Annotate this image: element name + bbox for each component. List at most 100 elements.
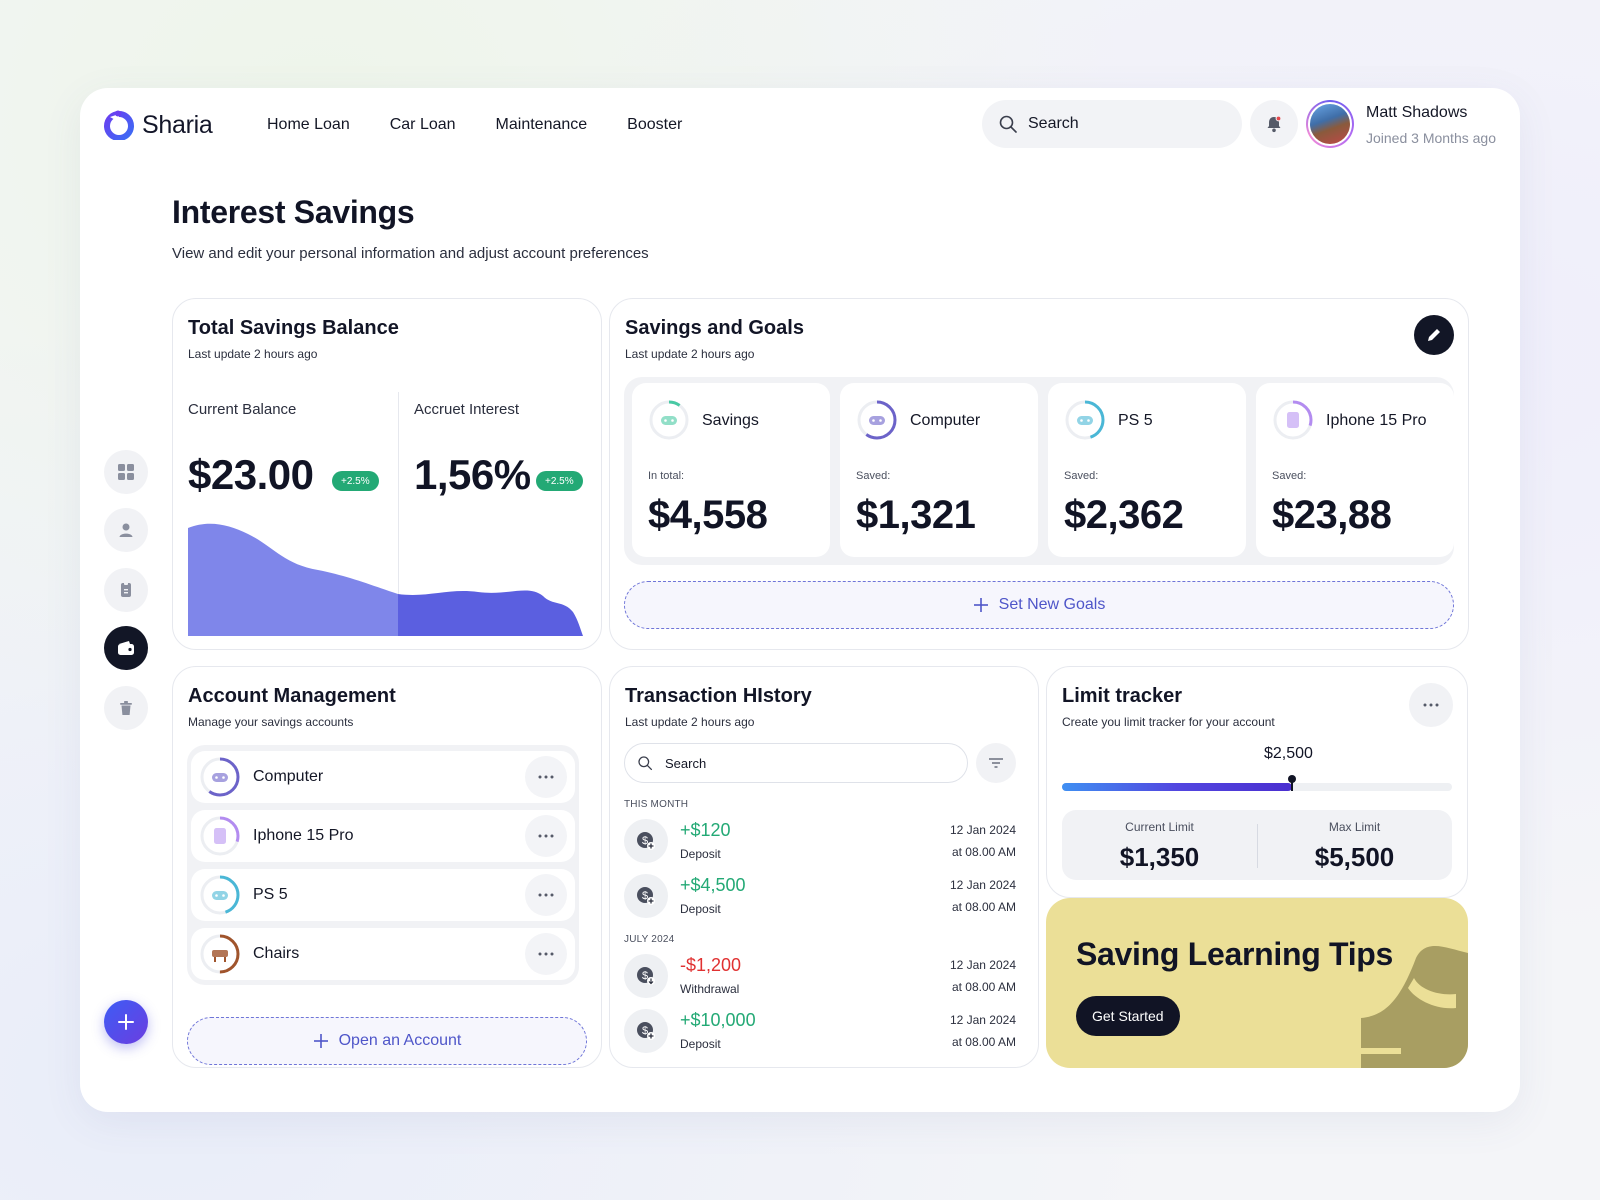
grid-icon [118,464,134,480]
card-title: Total Savings Balance [188,317,399,339]
trash-icon [120,701,132,715]
goal-name: Savings [702,412,759,429]
transaction-time: at 08.00 AM [951,845,1016,859]
interest-area [398,590,583,636]
user-photo [1310,104,1350,144]
card-subtitle: Last update 2 hours ago [188,347,318,361]
nav-car-loan[interactable]: Car Loan [389,116,456,133]
tips-illustration [1361,946,1468,1068]
more-button[interactable] [1409,683,1453,727]
total-savings-card: Total Savings Balance Last update 2 hour… [172,298,602,650]
nav-maintenance[interactable]: Maintenance [495,116,588,133]
edit-goals-button[interactable] [1414,315,1454,355]
transaction-row[interactable]: $ +$10,000 Deposit 12 Jan 2024 at 08.00 … [624,1007,1016,1055]
nav-home-loan[interactable]: Home Loan [267,116,350,133]
slider-handle[interactable] [1288,775,1297,791]
logo[interactable]: Sharia [104,110,213,140]
divider [398,392,399,632]
sidebar-documents[interactable] [104,568,148,612]
current-limit-label: Current Limit [1125,820,1194,834]
transaction-row[interactable]: $ +$120 Deposit 12 Jan 2024 at 08.00 AM [624,817,1016,865]
savings-goals-card: Savings and Goals Last update 2 hours ag… [609,298,1469,650]
more-button[interactable] [525,933,567,975]
max-limit: Max Limit $5,500 [1257,810,1452,880]
balance-area [188,523,398,636]
sidebar-dashboard[interactable] [104,450,148,494]
transaction-amount: +$120 [680,820,731,840]
pencil-icon [1428,329,1440,341]
learning-tips-banner: Saving Learning Tips Get Started [1046,898,1468,1068]
get-started-button[interactable]: Get Started [1076,996,1180,1036]
filter-icon [989,758,1003,768]
gamepad-icon [200,875,240,915]
more-dots-icon [538,775,554,779]
transaction-type: Deposit [680,1037,721,1051]
more-button[interactable] [525,874,567,916]
transaction-time: at 08.00 AM [951,980,1016,994]
goal-name: PS 5 [1118,412,1153,429]
interest-badge: +2.5% [536,471,583,491]
section-label: JULY 2024 [624,934,675,945]
goal-value: $2,362 [1064,493,1184,537]
transaction-search[interactable] [624,743,968,783]
account-name: Computer [253,768,324,785]
filter-button[interactable] [976,743,1016,783]
list-item[interactable]: Computer [191,751,575,803]
add-button[interactable] [104,1000,148,1044]
limit-slider[interactable] [1062,775,1452,791]
plus-icon [973,598,988,612]
interest-label: Accruet Interest [414,401,520,418]
user-joined: Joined 3 Months ago [1366,130,1496,146]
transaction-row[interactable]: $ +$4,500 Deposit 12 Jan 2024 at 08.00 A… [624,872,1016,920]
chair-icon [200,934,240,974]
goal-card-savings[interactable]: Savings In total: $4,558 [632,383,830,557]
limit-summary: Current Limit $1,350 Max Limit $5,500 [1062,810,1452,880]
card-subtitle: Last update 2 hours ago [625,347,755,361]
wallet-icon [118,641,134,655]
more-button[interactable] [525,815,567,857]
dollar-coin-icon: $ [624,954,668,998]
transaction-search-input[interactable] [665,755,935,771]
goal-card-iphone[interactable]: Iphone 15 Pro Saved: $23,88 [1256,383,1454,557]
page-subtitle: View and edit your personal information … [172,245,649,262]
transaction-date: 12 Jan 2024 [949,958,1016,972]
transaction-row[interactable]: $ -$1,200 Withdrawal 12 Jan 2024 at 08.0… [624,952,1016,1000]
transaction-amount: +$10,000 [680,1010,756,1030]
sidebar-wallet[interactable] [104,626,148,670]
nav-booster[interactable]: Booster [627,116,683,133]
sidebar-trash[interactable] [104,686,148,730]
user-icon [119,523,133,537]
gamepad-icon [649,400,689,440]
goal-name: Computer [910,412,981,429]
svg-text:$: $ [642,970,648,982]
svg-text:$: $ [642,835,648,847]
transaction-time: at 08.00 AM [951,1035,1016,1049]
goal-label: In total: [648,470,685,482]
set-new-goals-button[interactable]: Set New Goals [624,581,1454,629]
goal-card-ps5[interactable]: PS 5 Saved: $2,362 [1048,383,1246,557]
more-button[interactable] [525,756,567,798]
list-item[interactable]: Iphone 15 Pro [191,810,575,862]
account-name: Iphone 15 Pro [253,827,354,844]
account-name: Chairs [253,945,300,962]
more-dots-icon [538,834,554,838]
notification-button[interactable] [1250,100,1298,148]
avatar[interactable] [1306,100,1354,148]
open-account-button[interactable]: Open an Account [187,1017,587,1065]
goal-card-computer[interactable]: Computer Saved: $1,321 [840,383,1038,557]
search-input[interactable] [1028,115,1218,133]
more-dots-icon [538,893,554,897]
sidebar-profile[interactable] [104,508,148,552]
limit-value: $2,500 [1264,745,1313,762]
current-limit: Current Limit $1,350 [1062,810,1257,880]
card-subtitle: Manage your savings accounts [188,715,354,729]
top-search[interactable] [982,100,1242,148]
card-subtitle: Create you limit tracker for your accoun… [1062,715,1275,729]
list-item[interactable]: Chairs [191,928,575,980]
transaction-amount: +$4,500 [680,875,746,895]
card-title: Savings and Goals [625,317,804,339]
current-balance-label: Current Balance [188,401,297,418]
current-balance-badge: +2.5% [332,471,379,491]
goal-value: $4,558 [648,493,768,537]
list-item[interactable]: PS 5 [191,869,575,921]
